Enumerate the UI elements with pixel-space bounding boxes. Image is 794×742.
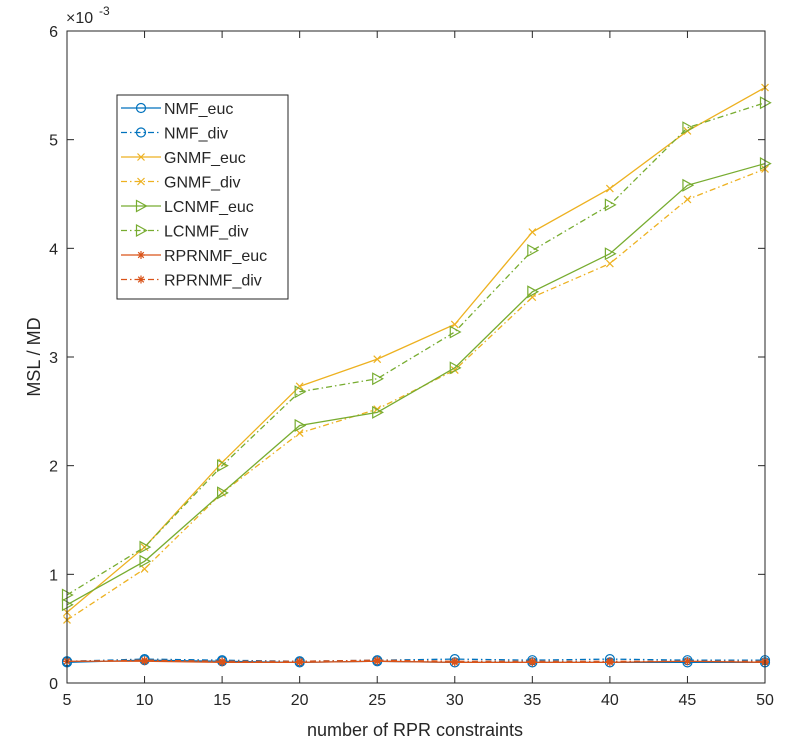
legend-label: RPRNMF_euc <box>164 248 267 265</box>
data-point-rprnmf-div <box>373 656 382 665</box>
data-point-gnmf-div <box>683 195 692 204</box>
series-line-rprnmf-euc <box>67 660 766 664</box>
data-point-rprnmf-div <box>450 657 459 666</box>
data-point-lcnmf-euc <box>604 247 617 261</box>
data-point-rprnmf-div <box>140 656 149 665</box>
legend-label: LCNMF_euc <box>164 199 254 216</box>
data-point-gnmf-euc <box>373 355 382 364</box>
data-point-rprnmf-div <box>295 657 304 666</box>
y-tick-label: 2 <box>49 459 58 476</box>
data-point-lcnmf-div <box>604 198 617 212</box>
legend-label: NMF_euc <box>164 101 233 118</box>
data-point-lcnmf-euc <box>139 554 152 568</box>
series-line-lcnmf-div <box>66 102 766 596</box>
legend-label: GNMF_euc <box>164 150 246 167</box>
legend-marker <box>137 275 145 284</box>
x-axis-label: number of RPR constraints <box>307 720 523 740</box>
series-layer <box>61 83 772 668</box>
data-point-lcnmf-euc <box>217 486 229 500</box>
series-line-gnmf-euc <box>66 86 766 613</box>
y-tick-label: 4 <box>49 241 58 258</box>
data-point-rprnmf-div <box>218 657 227 666</box>
data-point-lcnmf-euc <box>372 405 384 419</box>
series-line-nmf-div <box>66 658 765 662</box>
data-point-lcnmf-div <box>449 325 462 339</box>
legend-marker <box>137 251 145 259</box>
data-point-gnmf-euc <box>450 320 459 329</box>
data-point-lcnmf-euc <box>294 418 307 432</box>
legend-item-gnmf-div: GNMF_div <box>121 175 240 192</box>
legend-marker <box>137 153 145 161</box>
series-line-rprnmf-div <box>66 659 765 662</box>
data-point-gnmf-div <box>295 429 304 437</box>
x-tick-label: 20 <box>291 692 309 709</box>
legend-marker <box>137 177 145 186</box>
x-tick-label: 10 <box>136 692 154 709</box>
legend-marker <box>135 223 148 238</box>
legend-item-gnmf-euc: GNMF_euc <box>121 150 246 167</box>
y-tick-label: 1 <box>49 567 58 584</box>
data-point-lcnmf-div <box>682 121 695 135</box>
series-line-lcnmf-euc <box>66 162 766 606</box>
legend-item-lcnmf-div: LCNMF_div <box>121 224 248 241</box>
data-point-lcnmf-div <box>294 385 307 399</box>
data-point-lcnmf-div <box>139 540 152 554</box>
data-point-lcnmf-div <box>527 243 540 258</box>
legend-label: RPRNMF_div <box>164 273 262 290</box>
legend-item-nmf-euc: NMF_euc <box>121 101 233 118</box>
x-tick-label: 5 <box>63 692 72 709</box>
x-tick-label: 45 <box>679 692 697 709</box>
legend-item-nmf-div: NMF_div <box>121 126 228 143</box>
x-tick-label: 25 <box>368 692 386 709</box>
legend-item-rprnmf-euc: RPRNMF_euc <box>121 248 267 265</box>
x-tick-label: 30 <box>446 692 464 709</box>
legend-marker <box>135 102 147 114</box>
legend-item-lcnmf-euc: LCNMF_euc <box>121 199 254 216</box>
data-point-lcnmf-euc <box>527 285 540 299</box>
y-tick-label: 5 <box>49 133 58 150</box>
y-exponent-power: -3 <box>99 4 110 18</box>
legend-marker <box>135 199 148 213</box>
legend-box <box>116 94 289 300</box>
y-tick-label: 6 <box>49 24 58 41</box>
y-axis-label: MSL / MD <box>24 317 44 396</box>
x-tick-label: 40 <box>601 692 619 709</box>
legend: NMF_euc NMF_div GNMF_euc GNMF_div LCNMF_euc L… <box>116 94 289 300</box>
legend-marker <box>135 127 147 138</box>
data-point-rprnmf-div <box>528 657 537 666</box>
data-point-rprnmf-div <box>683 657 692 666</box>
y-tick-label: 0 <box>49 676 58 693</box>
data-point-gnmf-div <box>140 564 149 573</box>
data-point-gnmf-div <box>605 259 614 268</box>
data-point-lcnmf-div <box>217 459 229 473</box>
y-tick-label: 3 <box>49 350 58 367</box>
data-point-rprnmf-div <box>605 657 614 666</box>
data-point-gnmf-euc <box>295 382 304 391</box>
data-point-lcnmf-div <box>372 372 384 386</box>
legend-label: NMF_div <box>164 126 228 143</box>
data-point-lcnmf-euc <box>682 178 695 192</box>
legend-label: LCNMF_div <box>164 224 248 241</box>
x-tick-label: 35 <box>523 692 541 709</box>
data-point-gnmf-euc <box>605 184 614 193</box>
y-exponent: ×10 -3 <box>66 4 110 27</box>
data-point-gnmf-euc <box>528 228 537 236</box>
x-tick-label: 50 <box>756 692 774 709</box>
x-tick-label: 15 <box>213 692 231 709</box>
legend-item-rprnmf-div: RPRNMF_div <box>121 273 262 290</box>
y-exponent-base: ×10 <box>66 10 93 27</box>
legend-label: GNMF_div <box>164 175 240 192</box>
data-point-lcnmf-euc <box>449 361 462 375</box>
